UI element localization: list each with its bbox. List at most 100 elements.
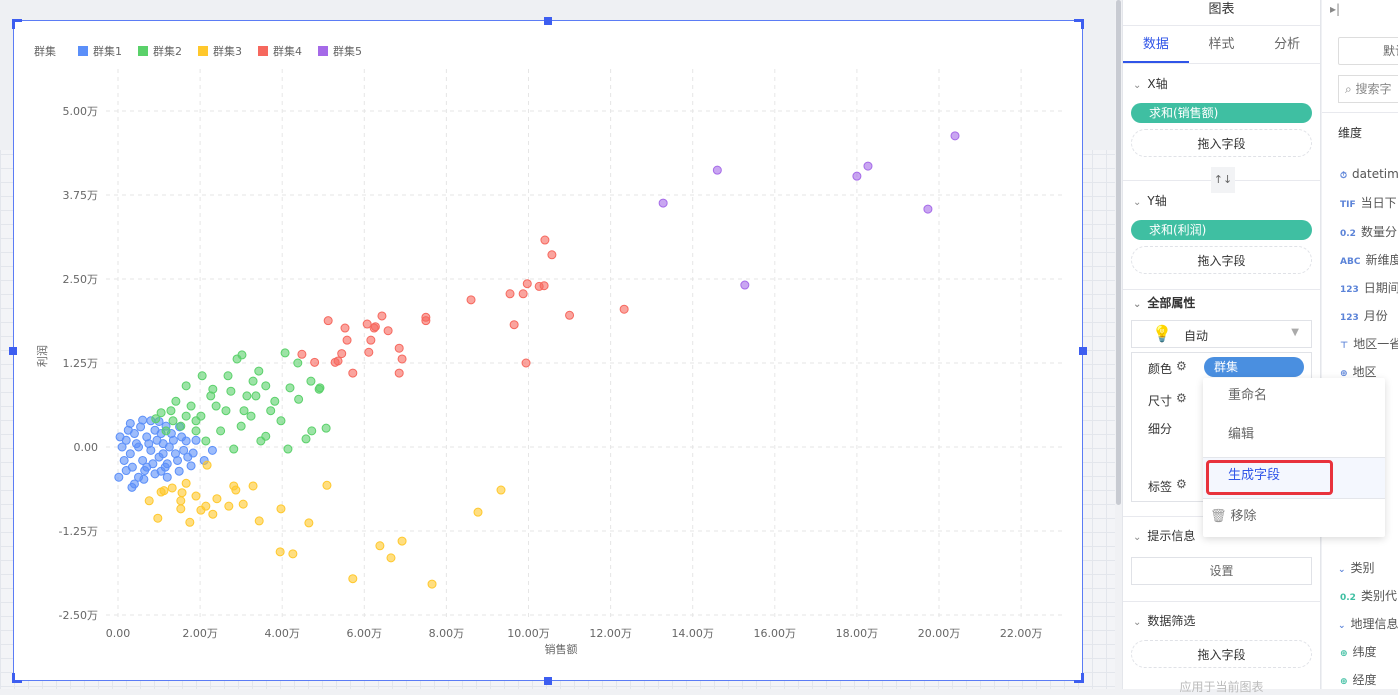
chart-type-select[interactable]: 💡 自动 ▼: [1131, 320, 1312, 348]
gear-icon[interactable]: ⚙: [1176, 477, 1187, 491]
data-point: [176, 504, 186, 514]
data-point: [466, 295, 476, 305]
data-point: [276, 504, 286, 514]
x-axis-header[interactable]: ⌄ X轴: [1123, 73, 1320, 95]
all-props-header[interactable]: ⌄ 全部属性: [1123, 292, 1320, 314]
chevron-down-icon: ⌄: [1133, 532, 1142, 543]
field-item-icon: ⊕: [1340, 677, 1348, 687]
field-item[interactable]: 123 日期间: [1340, 279, 1398, 296]
default-button[interactable]: 默认: [1338, 37, 1398, 65]
data-point: [276, 416, 286, 426]
gear-icon[interactable]: ⚙: [1176, 359, 1187, 373]
field-item[interactable]: 123 月份: [1340, 307, 1388, 324]
field-search-input[interactable]: ⌕ 搜索字: [1338, 75, 1398, 103]
data-point: [306, 376, 316, 386]
legend-label: 群集3: [213, 44, 242, 58]
data-point: [186, 401, 196, 411]
field-item[interactable]: 0.2 数量分: [1340, 223, 1397, 240]
data-point: [619, 304, 629, 314]
resize-handle[interactable]: [544, 17, 552, 25]
swap-axes-button[interactable]: ↑↓: [1211, 167, 1235, 193]
data-point: [348, 368, 358, 378]
chart-card[interactable]: 0.00 2.00万 4.00万 6.00万 8.00万 10.00万 12.00万 14.0…: [13, 20, 1083, 681]
filter-note: 应用于当前图表: [1179, 680, 1264, 694]
y-axis-header[interactable]: ⌄ Y轴: [1123, 190, 1320, 212]
tooltip-settings-button[interactable]: 设置: [1131, 557, 1312, 585]
y-axis-drop-zone[interactable]: 拖入字段: [1131, 246, 1312, 274]
resize-corner[interactable]: [12, 19, 22, 29]
field-item[interactable]: 0.2 类别代: [1340, 587, 1397, 604]
field-label: 当日下: [1360, 196, 1397, 210]
y-tick-label: -1.25万: [59, 525, 98, 538]
tag-label: 标签: [1148, 480, 1173, 494]
field-group-geo[interactable]: ⌄ 地理信息: [1338, 615, 1398, 632]
color-field-pill[interactable]: 群集: [1204, 357, 1304, 377]
resize-corner[interactable]: [1074, 673, 1084, 683]
gear-icon[interactable]: ⚙: [1176, 391, 1187, 405]
tab-style[interactable]: 样式: [1208, 37, 1235, 52]
x-tick-label: 0.00: [106, 627, 131, 640]
tooltip-header[interactable]: ⌄ 提示信息: [1123, 525, 1320, 547]
data-point: [158, 449, 168, 459]
data-point: [191, 426, 201, 436]
data-point: [505, 289, 515, 299]
field-group-category-icon: ⌄: [1338, 565, 1346, 575]
field-item[interactable]: ⊕ 地区: [1340, 363, 1377, 380]
legend-swatch: [78, 46, 88, 56]
field-item[interactable]: ⊤ 地区一省: [1340, 335, 1398, 352]
tab-data[interactable]: 数据: [1123, 26, 1189, 63]
y-tick-label: -2.50万: [59, 609, 98, 622]
data-point: [168, 435, 178, 445]
data-point: [547, 250, 557, 260]
resize-corner[interactable]: [1074, 19, 1084, 29]
data-point: [114, 472, 124, 482]
data-point: [162, 472, 172, 482]
x-axis-label: X轴: [1147, 77, 1168, 91]
x-axis-drop-zone[interactable]: 拖入字段: [1131, 129, 1312, 157]
chevron-down-icon: ⌄: [1133, 299, 1142, 310]
x-tick-label: 20.00万: [918, 627, 961, 640]
field-label: 数量分: [1360, 225, 1397, 239]
data-point: [251, 391, 261, 401]
resize-handle[interactable]: [1079, 347, 1087, 355]
dimension-header: 维度: [1338, 126, 1363, 140]
data-point: [307, 426, 317, 436]
x-axis-field-pill[interactable]: 求和(销售额): [1131, 103, 1312, 123]
search-icon: ⌕: [1345, 82, 1356, 96]
data-point: [540, 235, 550, 245]
field-item[interactable]: ⊕ 纬度: [1340, 643, 1377, 660]
filter-header[interactable]: ⌄ 数据筛选: [1123, 610, 1320, 632]
resize-handle[interactable]: [9, 347, 17, 355]
data-point: [191, 491, 201, 501]
y-axis-field-pill[interactable]: 求和(利润): [1131, 220, 1312, 240]
data-point: [658, 198, 668, 208]
data-point: [280, 348, 290, 358]
field-item[interactable]: ABC 新维度: [1340, 251, 1398, 268]
fields-panel: ▸| 默认 ⌕ 搜索字 维度 ⏱ datetim TIF 当日下 0.2 数量分 ABC 新维…: [1322, 0, 1398, 689]
data-point: [330, 357, 340, 367]
data-point: [176, 496, 186, 506]
field-item[interactable]: ⏱ datetim: [1340, 167, 1398, 181]
y-axis-title: 利润: [35, 345, 49, 367]
canvas-scrollbar[interactable]: [1116, 0, 1121, 505]
resize-handle[interactable]: [544, 677, 552, 685]
trash-icon: 🗑: [1210, 509, 1227, 524]
collapse-panel-icon[interactable]: ▸|: [1330, 2, 1341, 16]
field-label: 地区: [1352, 365, 1377, 379]
menu-item-generate-field[interactable]: 生成字段: [1203, 458, 1385, 498]
filter-drop-zone[interactable]: 拖入字段: [1131, 640, 1312, 668]
resize-corner[interactable]: [12, 673, 22, 683]
y-tick-label: 1.25万: [63, 357, 99, 370]
data-point: [348, 574, 358, 584]
x-tick-label: 18.00万: [836, 627, 879, 640]
x-tick-label: 4.00万: [264, 627, 300, 640]
field-item[interactable]: TIF 当日下: [1340, 194, 1397, 211]
tab-analysis[interactable]: 分析: [1274, 37, 1301, 52]
menu-item-rename[interactable]: 重命名: [1228, 388, 1268, 403]
data-point: [740, 280, 750, 290]
data-point: [712, 165, 722, 175]
field-item[interactable]: ⊕ 经度: [1340, 671, 1377, 688]
menu-item-edit[interactable]: 编辑: [1228, 427, 1255, 442]
menu-item-remove[interactable]: 🗑 移除: [1203, 499, 1385, 535]
field-group-category[interactable]: ⌄ 类别: [1338, 559, 1375, 576]
